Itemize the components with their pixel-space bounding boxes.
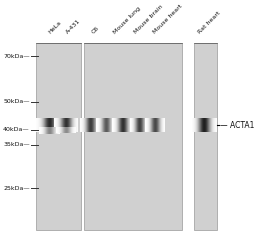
Text: 50kDa—: 50kDa— bbox=[3, 99, 30, 104]
Text: C6: C6 bbox=[91, 26, 100, 35]
Text: 70kDa—: 70kDa— bbox=[3, 53, 30, 58]
Text: A-431: A-431 bbox=[65, 19, 82, 35]
Bar bbox=[84, 43, 182, 230]
Text: Mouse lung: Mouse lung bbox=[113, 6, 142, 35]
Text: Mouse heart: Mouse heart bbox=[152, 4, 183, 35]
Bar bbox=[36, 43, 81, 230]
Text: 25kDa—: 25kDa— bbox=[3, 186, 30, 191]
Text: Rat heart: Rat heart bbox=[197, 11, 222, 35]
Text: HeLa: HeLa bbox=[47, 20, 62, 35]
Text: Mouse brain: Mouse brain bbox=[133, 4, 164, 35]
Text: 40kDa—: 40kDa— bbox=[3, 127, 30, 132]
Text: 35kDa—: 35kDa— bbox=[3, 142, 30, 147]
Text: — ACTA1: — ACTA1 bbox=[220, 120, 254, 130]
Bar bbox=[194, 43, 217, 230]
